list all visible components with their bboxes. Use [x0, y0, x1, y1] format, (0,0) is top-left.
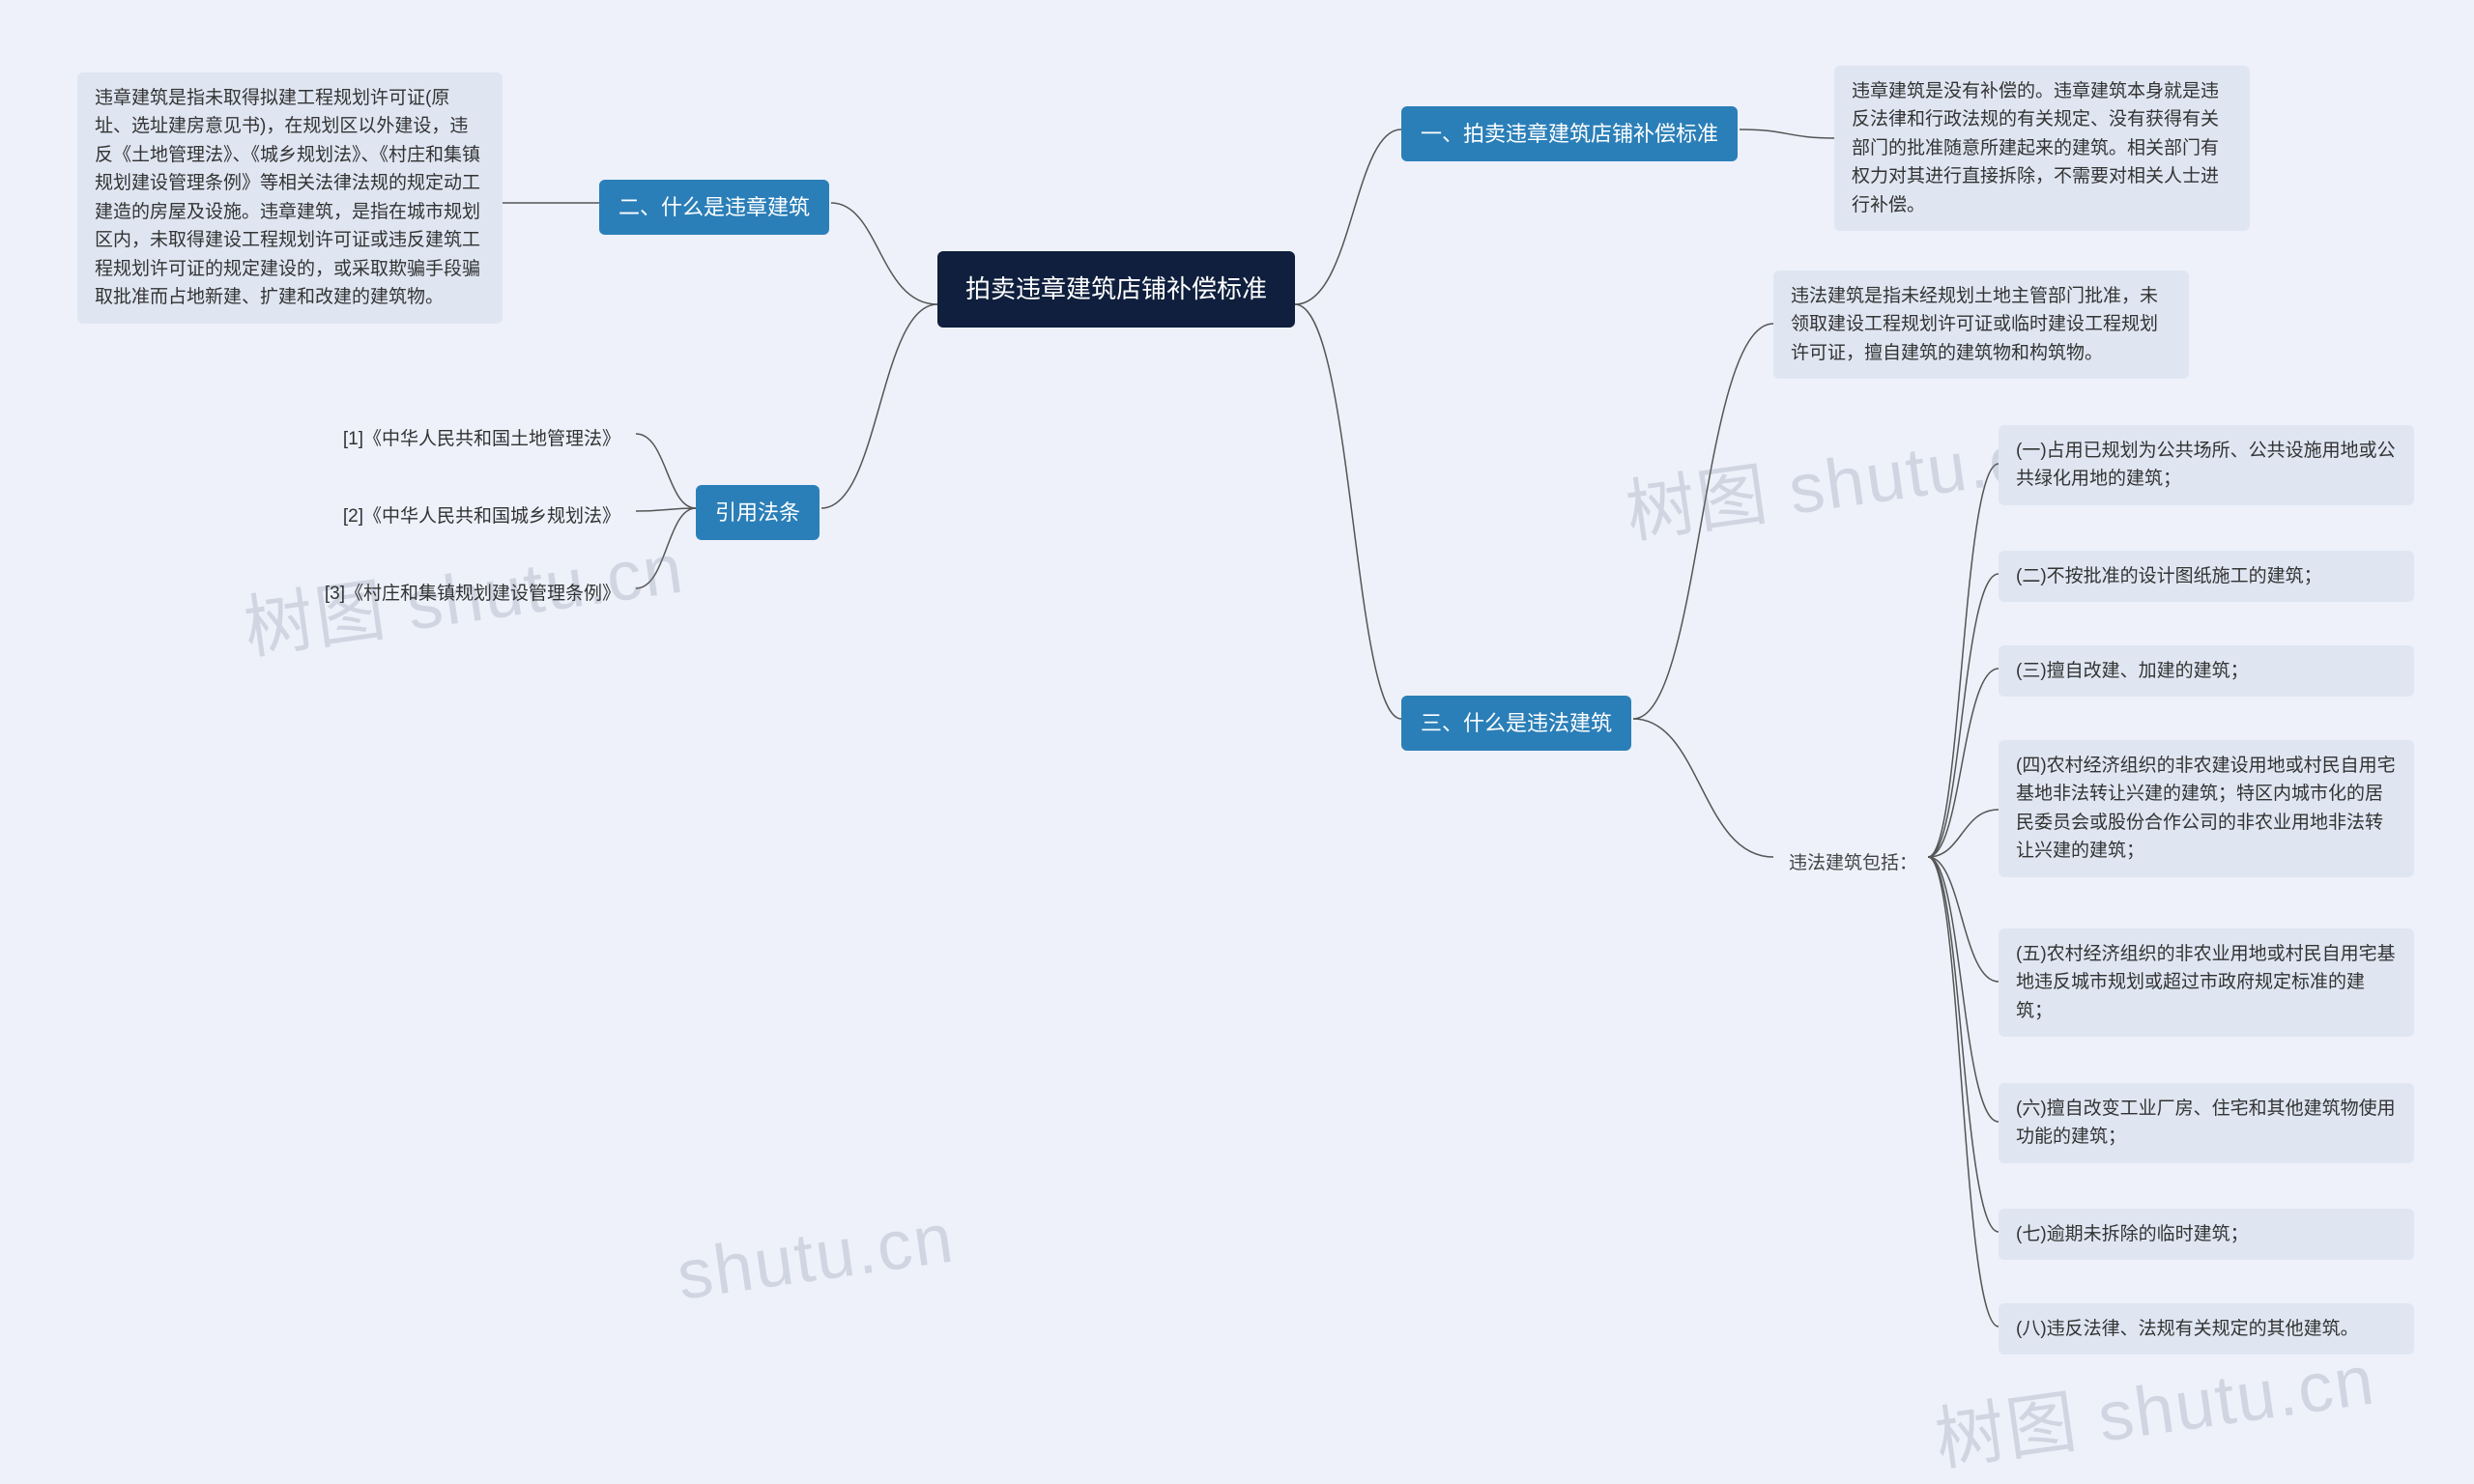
leaf-law-3: [3]《村庄和集镇规划建设管理条例》 — [276, 570, 636, 617]
leaf-text: (四)农村经济组织的非农建设用地或村民自用宅基地非法转让兴建的建筑；特区内城市化… — [2016, 756, 2396, 861]
leaf-item-5: (五)农村经济组织的非农业用地或村民自用宅基地违反城市规划或超过市政府规定标准的… — [1999, 928, 2414, 1037]
branch-label: 引用法条 — [715, 500, 800, 525]
leaf-text: 违章建筑是指未取得拟建工程规划许可证(原址、选址建房意见书)，在规划区以外建设，… — [95, 88, 480, 307]
leaf-text: 违章建筑是没有补偿的。违章建筑本身就是违反法律和行政法规的有关规定、没有获得有关… — [1852, 81, 2219, 215]
leaf-compensation-text: 违章建筑是没有补偿的。违章建筑本身就是违反法律和行政法规的有关规定、没有获得有关… — [1834, 66, 2250, 231]
leaf-item-2: (二)不按批准的设计图纸施工的建筑； — [1999, 551, 2414, 602]
leaf-law-2: [2]《中华人民共和国城乡规划法》 — [298, 493, 636, 540]
branch-label: 一、拍卖违章建筑店铺补偿标准 — [1421, 122, 1718, 146]
leaf-illegal-structure-def: 违章建筑是指未取得拟建工程规划许可证(原址、选址建房意见书)，在规划区以外建设，… — [77, 72, 503, 324]
watermark: shutu.cn — [673, 1198, 960, 1315]
root-label: 拍卖违章建筑店铺补偿标准 — [965, 274, 1267, 303]
root-node[interactable]: 拍卖违章建筑店铺补偿标准 — [937, 251, 1295, 328]
branch-cited-laws[interactable]: 引用法条 — [696, 485, 820, 540]
branch-what-is-illegal-structure[interactable]: 二、什么是违章建筑 — [599, 180, 829, 235]
branch-label: 三、什么是违法建筑 — [1421, 711, 1612, 735]
leaf-item-3: (三)擅自改建、加建的建筑； — [1999, 645, 2414, 697]
leaf-item-8: (八)违反法律、法规有关规定的其他建筑。 — [1999, 1303, 2414, 1355]
branch-illegal-building[interactable]: 三、什么是违法建筑 — [1401, 696, 1631, 751]
leaf-illegal-def: 违法建筑是指未经规划土地主管部门批准，未领取建设工程规划许可证或临时建设工程规划… — [1773, 271, 2189, 379]
leaf-text: [3]《村庄和集镇规划建设管理条例》 — [325, 584, 620, 604]
branch-compensation-standard[interactable]: 一、拍卖违章建筑店铺补偿标准 — [1401, 106, 1738, 161]
leaf-text: (八)违反法律、法规有关规定的其他建筑。 — [2016, 1319, 2359, 1339]
leaf-law-1: [1]《中华人民共和国土地管理法》 — [298, 415, 636, 463]
leaf-text: (一)占用已规划为公共场所、公共设施用地或公共绿化用地的建筑； — [2016, 441, 2396, 489]
leaf-text: [1]《中华人民共和国土地管理法》 — [343, 429, 620, 449]
leaf-text: (三)擅自改建、加建的建筑； — [2016, 661, 2249, 681]
sub-label: 违法建筑包括： — [1789, 853, 1917, 873]
sub-includes[interactable]: 违法建筑包括： — [1773, 841, 1933, 888]
leaf-item-4: (四)农村经济组织的非农建设用地或村民自用宅基地非法转让兴建的建筑；特区内城市化… — [1999, 740, 2414, 877]
leaf-text: (二)不按批准的设计图纸施工的建筑； — [2016, 566, 2322, 586]
leaf-text: (五)农村经济组织的非农业用地或村民自用宅基地违反城市规划或超过市政府规定标准的… — [2016, 944, 2396, 1021]
leaf-item-7: (七)逾期未拆除的临时建筑； — [1999, 1209, 2414, 1260]
leaf-text: (六)擅自改变工业厂房、住宅和其他建筑物使用功能的建筑； — [2016, 1099, 2396, 1147]
leaf-item-6: (六)擅自改变工业厂房、住宅和其他建筑物使用功能的建筑； — [1999, 1083, 2414, 1163]
branch-label: 二、什么是违章建筑 — [618, 195, 810, 219]
leaf-text: 违法建筑是指未经规划土地主管部门批准，未领取建设工程规划许可证或临时建设工程规划… — [1791, 286, 2158, 363]
leaf-item-1: (一)占用已规划为公共场所、公共设施用地或公共绿化用地的建筑； — [1999, 425, 2414, 505]
leaf-text: [2]《中华人民共和国城乡规划法》 — [343, 506, 620, 527]
leaf-text: (七)逾期未拆除的临时建筑； — [2016, 1224, 2249, 1244]
